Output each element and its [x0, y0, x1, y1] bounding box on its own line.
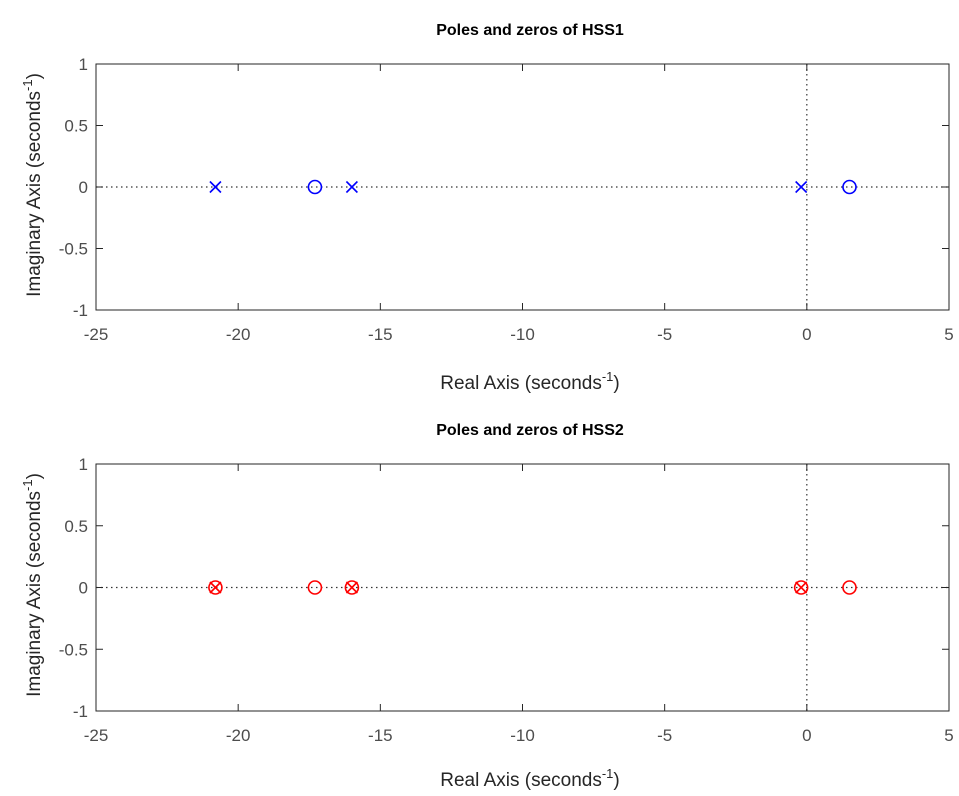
y-axis-label-text: Imaginary Axis (seconds — [24, 91, 45, 297]
x-axis-label: Real Axis (seconds-1) — [440, 369, 619, 394]
x-tick-label: 0 — [802, 325, 811, 344]
svg-text:Imaginary Axis (seconds-1): Imaginary Axis (seconds-1) — [20, 473, 45, 697]
y-axis-label-suffix: ) — [24, 73, 45, 79]
svg-text:Real Axis (seconds-1): Real Axis (seconds-1) — [440, 369, 619, 394]
zero-marker — [793, 580, 809, 595]
x-axis-label-text: Real Axis (seconds — [440, 770, 602, 791]
x-axis-label-suffix: ) — [613, 373, 619, 394]
y-tick-label: -0.5 — [59, 240, 88, 259]
svg-text:Real Axis (seconds-1): Real Axis (seconds-1) — [440, 766, 619, 791]
pole-marker — [209, 581, 222, 594]
y-tick-label: 0 — [79, 579, 88, 598]
pole-marker — [345, 180, 358, 194]
x-tick-label: 0 — [802, 726, 811, 745]
zero-marker — [208, 580, 223, 595]
y-tick-label: 0.5 — [64, 117, 88, 136]
y-tick-label: -0.5 — [59, 640, 88, 659]
x-tick-label: -15 — [368, 726, 393, 745]
x-tick-label: -20 — [226, 325, 251, 344]
y-axis-label-superscript: -1 — [20, 79, 35, 91]
zero-marker — [344, 580, 360, 595]
y-axis-label-superscript: -1 — [20, 479, 35, 491]
zero-marker — [842, 580, 857, 595]
y-axis-label-text: Imaginary Axis (seconds — [24, 491, 45, 697]
pole-marker — [209, 180, 222, 194]
zero-marker — [842, 179, 857, 195]
zero-marker — [307, 179, 323, 195]
x-axis-label-text: Real Axis (seconds — [440, 373, 602, 394]
x-tick-label: -5 — [657, 325, 672, 344]
y-tick-label: -1 — [73, 702, 88, 721]
x-tick-label: -25 — [84, 325, 109, 344]
x-tick-label: -10 — [510, 726, 535, 745]
svg-text:Imaginary Axis (seconds-1): Imaginary Axis (seconds-1) — [20, 73, 45, 297]
pole-marker — [795, 180, 808, 194]
y-tick-label: -1 — [73, 301, 88, 320]
pole-marker — [795, 581, 808, 594]
subplot-title: Poles and zeros of HSS2 — [436, 422, 624, 439]
y-axis-label: Imaginary Axis (seconds-1) — [20, 73, 45, 297]
x-tick-label: -25 — [84, 726, 109, 745]
x-tick-label: -20 — [226, 726, 251, 745]
x-tick-label: 5 — [944, 726, 953, 745]
y-axis-label-suffix: ) — [24, 473, 45, 479]
x-axis-label-superscript: -1 — [602, 369, 614, 384]
subplot-hss1: Poles and zeros of HSS1 -25 -20 -15 -10 -5 0 5… — [20, 22, 954, 394]
subplot-hss2: Poles and zeros of HSS2 -25 -20 -15 -10 -5 0 5… — [20, 422, 954, 791]
y-tick-label: 1 — [79, 455, 88, 474]
x-tick-label: -15 — [368, 325, 393, 344]
y-tick-label: 0.5 — [64, 517, 88, 536]
x-tick-label: 5 — [944, 325, 953, 344]
y-axis-label: Imaginary Axis (seconds-1) — [20, 473, 45, 697]
subplot-title: Poles and zeros of HSS1 — [436, 22, 624, 39]
x-tick-label: -5 — [657, 726, 672, 745]
x-axis-label-suffix: ) — [613, 770, 619, 791]
x-tick-label: -10 — [510, 325, 535, 344]
zero-marker — [307, 580, 323, 595]
x-axis-label: Real Axis (seconds-1) — [440, 766, 619, 791]
y-tick-label: 0 — [79, 178, 88, 197]
x-axis-label-superscript: -1 — [602, 766, 614, 781]
pole-marker — [345, 581, 358, 594]
y-tick-label: 1 — [79, 55, 88, 74]
